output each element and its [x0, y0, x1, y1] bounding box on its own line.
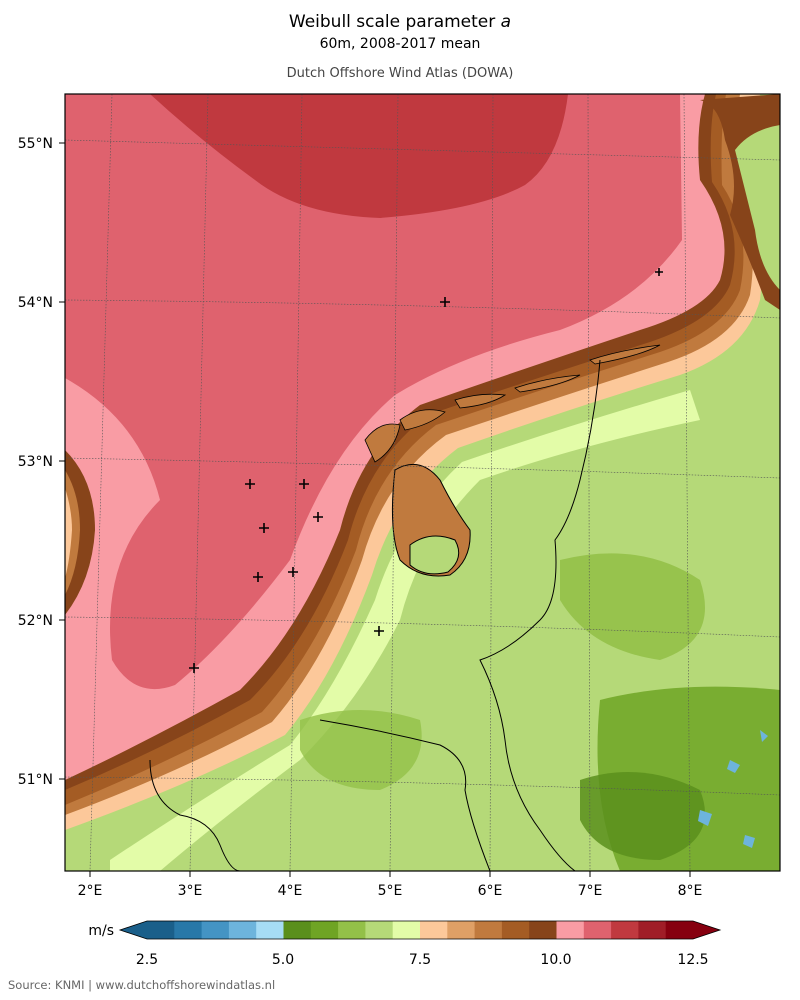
marker-2: [245, 479, 255, 489]
lat-label-53: 53°N: [18, 454, 53, 470]
jutland-land: [735, 125, 780, 290]
land-coastal-strip: [110, 390, 700, 871]
graticule: [65, 94, 780, 871]
marker-9: [189, 663, 199, 673]
colorbar-cell: [256, 921, 284, 939]
colorbar-cells: [147, 921, 694, 939]
lat-label-51: 51°N: [18, 772, 53, 788]
colorbar-cell: [174, 921, 203, 939]
colorbar: m/s 2.5 5.0 7.5 10.0 12.5: [88, 920, 722, 968]
colorbar-cell: [501, 921, 530, 939]
wadden-islands: [364, 344, 661, 463]
england-land: [65, 470, 80, 595]
colorbar-cell: [228, 921, 257, 939]
colorbar-unit: m/s: [88, 923, 114, 939]
lat-axis: 55°N 54°N 53°N 52°N 51°N: [18, 136, 65, 788]
flevoland: [409, 535, 460, 575]
colorbar-cell: [556, 921, 585, 939]
lat-label-52: 52°N: [18, 613, 53, 629]
england-inland: [65, 488, 72, 578]
colorbar-cell: [583, 921, 612, 939]
map-title: Weibull scale parameter a: [288, 12, 512, 32]
colorbar-tick-3: 7.5: [409, 952, 431, 968]
hills-patch-2: [560, 553, 705, 660]
colorbar-cell: [201, 921, 230, 939]
marker-1: [440, 297, 450, 307]
marker-5: [313, 512, 323, 522]
marker-10: [655, 268, 663, 276]
borders: [149, 359, 601, 871]
marker-6: [253, 572, 263, 582]
colorbar-cell: [147, 921, 175, 939]
colorbar-tick-5: 12.5: [677, 952, 708, 968]
colorbar-cell: [392, 921, 421, 939]
map-subtitle: 60m, 2008-2017 mean: [319, 36, 481, 52]
colorbar-tick-4: 10.0: [540, 952, 571, 968]
colorbar-cell: [283, 921, 312, 939]
lon-label-5: 5°E: [378, 883, 403, 899]
marker-3: [299, 479, 309, 489]
colorbar-cell: [310, 921, 339, 939]
map-credit: Dutch Offshore Wind Atlas (DOWA): [286, 66, 514, 81]
lon-label-8: 8°E: [678, 883, 703, 899]
map-area: [65, 94, 780, 871]
lon-label-6: 6°E: [478, 883, 503, 899]
lon-axis: 2°E 3°E 4°E 5°E 6°E 7°E 8°E: [78, 871, 703, 899]
lon-label-2: 2°E: [78, 883, 103, 899]
colorbar-min-arrow: [120, 921, 147, 939]
marker-4: [259, 523, 269, 533]
colorbar-cell: [474, 921, 503, 939]
colorbar-cell: [638, 921, 667, 939]
colorbar-cell: [338, 921, 366, 939]
colorbar-cell: [529, 921, 557, 939]
marker-7: [288, 567, 298, 577]
map-frame: [64, 93, 781, 872]
colorbar-cell: [365, 921, 394, 939]
windfarm-markers: [189, 268, 663, 673]
hills-patch-4: [580, 772, 705, 860]
sea-high-zone: [65, 94, 682, 690]
lon-label-3: 3°E: [178, 883, 203, 899]
lon-label-4: 4°E: [278, 883, 303, 899]
colorbar-tick-2: 5.0: [272, 952, 294, 968]
colorbar-tick-1: 2.5: [136, 952, 158, 968]
source-credit: Source: KNMI | www.dutchoffshorewindatla…: [8, 978, 276, 992]
lon-label-7: 7°E: [578, 883, 603, 899]
colorbar-max-arrow: [693, 921, 720, 939]
colorbar-cell: [665, 921, 694, 939]
sea-max-zone: [150, 94, 568, 218]
colorbar-cell: [611, 921, 639, 939]
title-variable: a: [500, 12, 512, 32]
colorbar-cell: [447, 921, 476, 939]
lat-label-55: 55°N: [18, 136, 53, 152]
colorbar-outline: [118, 920, 722, 940]
lat-label-54: 54°N: [18, 295, 53, 311]
marker-8: [374, 626, 384, 636]
colorbar-cell: [420, 921, 448, 939]
